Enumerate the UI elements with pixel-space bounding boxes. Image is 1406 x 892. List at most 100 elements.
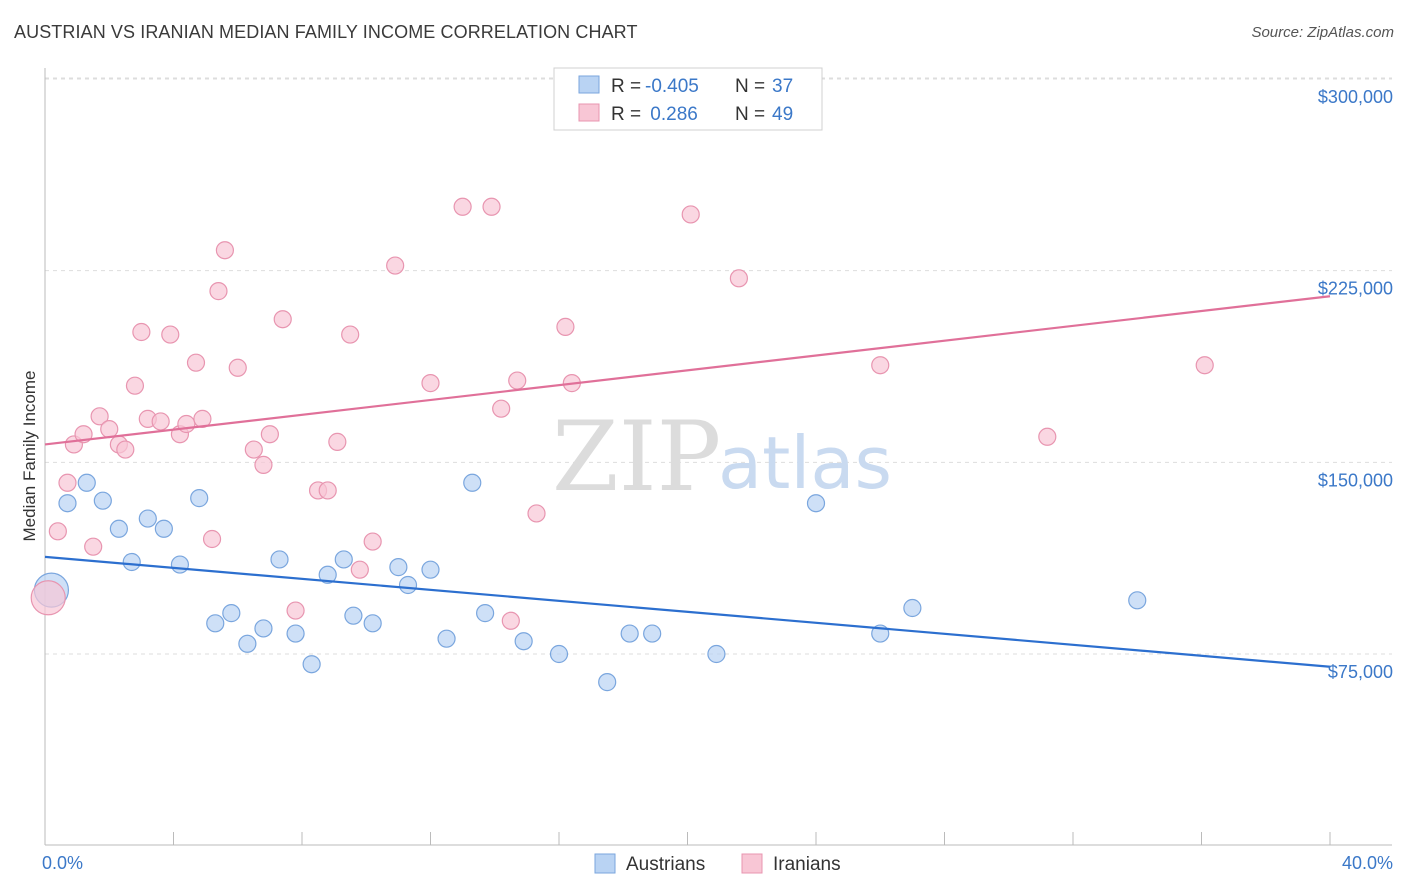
iranian-point: [871, 356, 890, 375]
iranian-point: [527, 504, 546, 523]
austrian-point: [514, 632, 533, 651]
austrian-point: [806, 494, 826, 513]
austrian-point: [206, 614, 225, 633]
top-legend: R = -0.405 N = 37 R = 0.286 N = 49: [553, 67, 823, 131]
iranian-point: [151, 412, 170, 431]
iranian-point: [30, 580, 66, 616]
iranian-point: [116, 440, 135, 459]
chart-source: Source: ZipAtlas.com: [1251, 24, 1394, 41]
austrian-point: [109, 519, 128, 538]
iranian-point: [501, 611, 520, 630]
austrian-point: [238, 634, 257, 653]
iranian-point: [161, 325, 180, 344]
watermark: ZIP atlas: [552, 401, 892, 513]
austrian-point: [270, 550, 289, 569]
iranian-point: [273, 310, 292, 329]
austrian-point: [549, 644, 569, 664]
iranian-point: [492, 399, 511, 418]
austrian-point: [363, 614, 382, 633]
iranian-point: [90, 407, 109, 426]
y-axis-title: Median Family Income: [20, 370, 39, 541]
bottom-legend-swatch-austrians: [594, 853, 616, 874]
iranian-point: [681, 205, 700, 224]
legend-n-label-0: N =: [735, 76, 765, 97]
austrian-point: [122, 552, 141, 572]
chart-title: AUSTRIAN VS IRANIAN MEDIAN FAMILY INCOME…: [14, 22, 638, 42]
austrian-point: [463, 473, 482, 492]
bottom-legend-swatch-iranians: [741, 853, 763, 874]
austrian-point: [318, 565, 337, 584]
austrian-point: [334, 550, 353, 569]
austrian-point: [389, 558, 408, 577]
austrian-point: [58, 494, 77, 513]
iranian-point: [421, 374, 440, 393]
austrian-point: [77, 473, 96, 492]
legend-r-value-1: 0.286: [645, 104, 698, 125]
iranian-point: [177, 414, 196, 434]
iranian-point: [202, 529, 222, 549]
iranian-point: [386, 256, 405, 275]
austrian-trend-line: [44, 555, 1331, 668]
y-tick-labels: $75,000 $150,000 $225,000 $300,000: [1318, 87, 1393, 682]
austrian-point: [254, 619, 273, 638]
austrian-point: [93, 491, 112, 510]
axes-layer: [44, 68, 1392, 846]
austrian-point: [437, 629, 456, 648]
iranian-point: [556, 317, 575, 336]
iranian-point: [341, 325, 360, 344]
legend-n-value-1: 49: [772, 104, 793, 125]
x-tick-label: 0.0%: [42, 853, 83, 873]
austrian-point: [222, 604, 241, 623]
iranian-point: [363, 532, 382, 551]
austrian-point: [620, 624, 639, 643]
austrian-point: [190, 489, 209, 508]
bottom-legend-austrians: Austrians: [626, 854, 705, 875]
legend-swatch-iranians: [578, 103, 600, 122]
austrian-point: [154, 519, 173, 538]
austrian-point: [421, 560, 440, 579]
iranian-point: [215, 241, 234, 260]
austrian-point: [707, 644, 726, 664]
iranian-point: [228, 358, 247, 377]
iranian-point: [508, 371, 527, 390]
austrian-point: [598, 673, 617, 692]
watermark-zip: ZIP: [552, 401, 721, 513]
austrian-point: [398, 575, 418, 595]
x-tick-labels: 0.0% 40.0%: [42, 853, 1393, 873]
austrian-point: [344, 606, 363, 625]
austrian-point: [1128, 591, 1147, 610]
bottom-legend-iranians: Iranians: [773, 854, 841, 875]
iranian-point: [254, 455, 273, 474]
austrian-point: [170, 555, 190, 574]
iranian-point: [482, 197, 501, 216]
iranian-point: [318, 481, 337, 500]
austrian-point: [286, 624, 305, 643]
iranian-point: [132, 322, 151, 342]
y-tick-label: $75,000: [1328, 662, 1393, 682]
trend-layer: [44, 295, 1331, 668]
austrian-point: [476, 604, 495, 623]
iranian-point: [48, 522, 67, 541]
iranian-point: [350, 560, 369, 579]
austrian-point: [643, 624, 662, 643]
iranian-point: [125, 376, 145, 395]
iranian-point: [286, 601, 305, 620]
iranian-point: [58, 473, 77, 492]
legend-n-value-0: 37: [772, 76, 793, 97]
y-tick-label: $150,000: [1318, 470, 1393, 490]
austrian-point: [138, 509, 157, 528]
bottom-legend: Austrians Iranians: [594, 853, 841, 875]
legend-r-label-0: R =: [611, 76, 641, 97]
legend-swatch-austrians: [578, 75, 600, 94]
iranian-point: [453, 197, 472, 216]
iranian-point: [100, 420, 119, 439]
iranian-point: [244, 440, 263, 459]
austrian-point: [302, 655, 321, 674]
austrian-point: [903, 598, 922, 618]
iranian-point: [84, 537, 103, 556]
iranian-point: [328, 432, 347, 451]
legend-n-label-1: N =: [735, 104, 765, 125]
iranian-trend-line: [44, 295, 1331, 446]
x-tick-label: 40.0%: [1342, 853, 1393, 873]
